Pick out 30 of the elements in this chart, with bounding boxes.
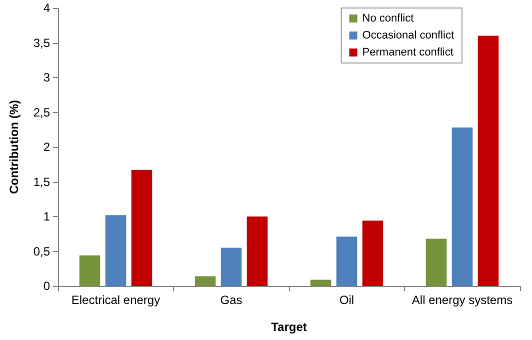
legend-label: Permanent conflict — [362, 46, 454, 58]
y-tick-label: 3,5 — [33, 36, 50, 50]
bar — [131, 170, 152, 286]
bar — [336, 236, 358, 286]
legend-label: Occasional conflict — [362, 30, 454, 42]
bar — [105, 215, 126, 286]
bar — [426, 238, 447, 286]
y-tick-label: 2 — [43, 140, 50, 154]
y-tick-label: 4 — [43, 1, 50, 15]
x-tick-label: Electrical energy — [71, 293, 160, 307]
y-tick-label: 0,5 — [33, 244, 50, 258]
y-tick-label: 0 — [43, 279, 50, 293]
bar — [79, 255, 100, 286]
y-axis-title: Contribution (%) — [7, 100, 21, 194]
y-tick-label: 2,5 — [33, 105, 50, 120]
bar — [310, 280, 332, 286]
bar — [362, 220, 384, 286]
bar — [452, 128, 473, 286]
bar — [246, 216, 268, 286]
x-tick-label: All energy systems — [412, 293, 513, 307]
bar — [220, 248, 242, 286]
x-axis-title: Target — [271, 320, 307, 334]
y-tick-label: 1,5 — [33, 174, 50, 189]
y-tick-label: 1 — [43, 210, 50, 224]
legend-label: No conflict — [362, 12, 414, 24]
x-tick-label: Oil — [339, 293, 354, 307]
bar — [478, 36, 499, 286]
y-tick-label: 3 — [43, 70, 50, 84]
x-tick-label: Gas — [220, 293, 242, 307]
bar — [194, 276, 216, 286]
